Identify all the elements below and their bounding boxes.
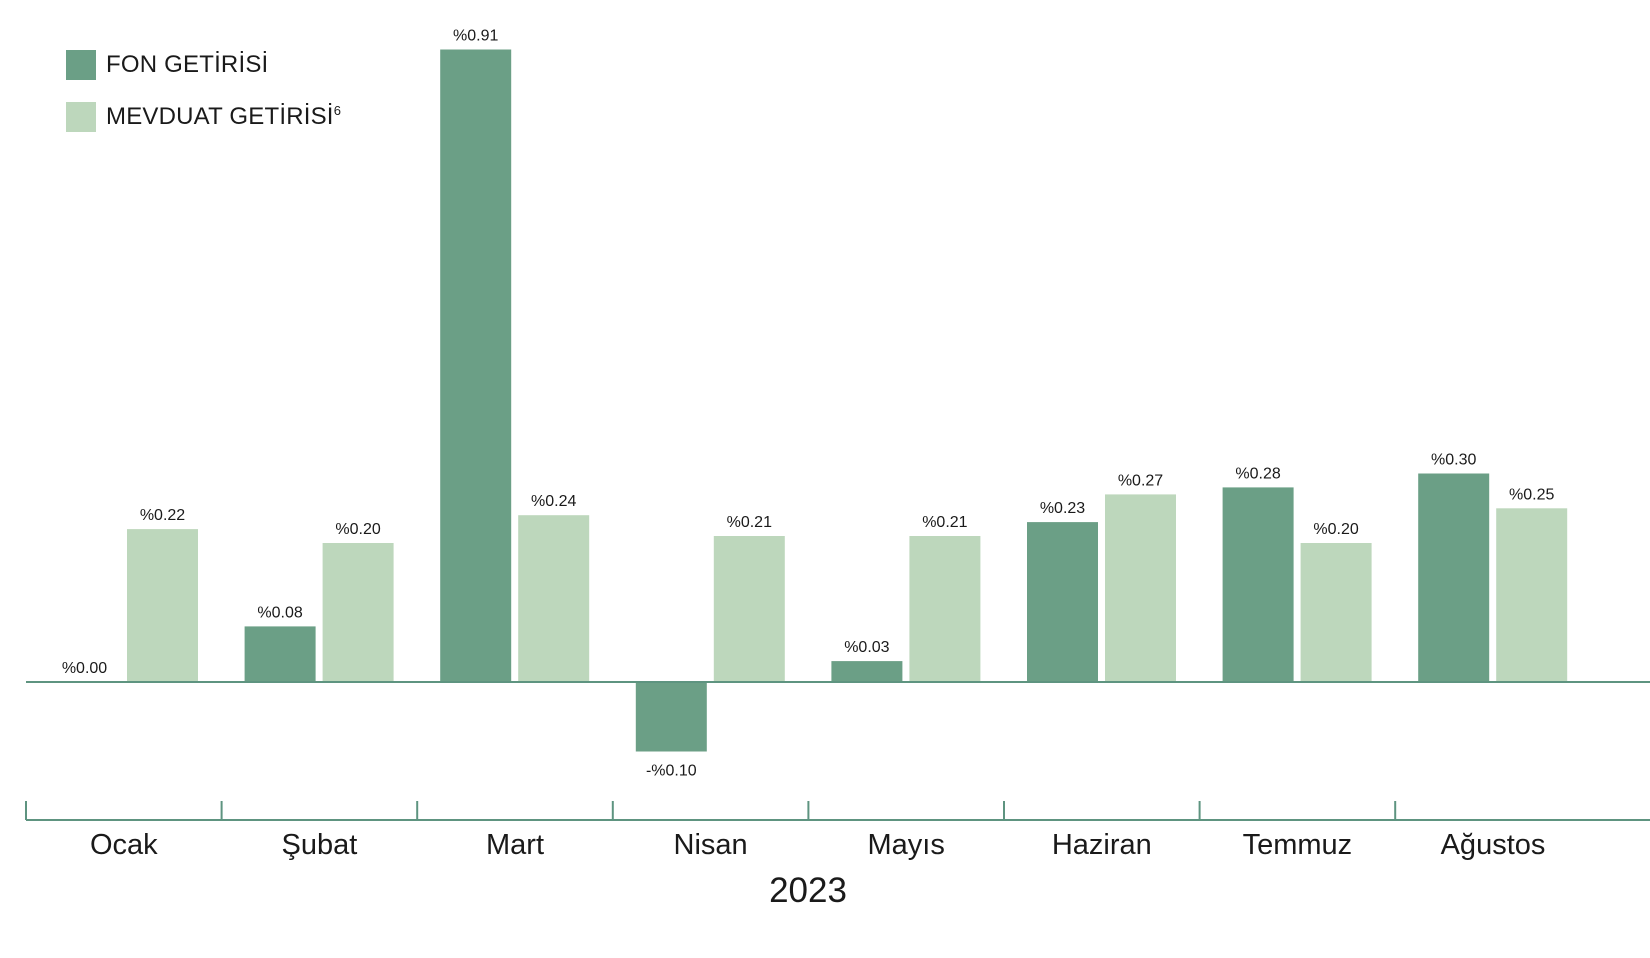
- legend-swatch-mevduat: [66, 102, 96, 132]
- category-label-0: Ocak: [90, 829, 158, 861]
- bar-fon-1: [244, 626, 316, 682]
- bar-mevduat-3: [713, 536, 785, 682]
- data-label-mevduat-7: %0.25: [1509, 486, 1554, 503]
- bar-mevduat-7: [1496, 508, 1568, 683]
- legend-label-fon: FON GETİRİSİ: [106, 51, 269, 78]
- category-label-4: Mayıs: [868, 829, 945, 861]
- category-label-7: Ağustos: [1441, 829, 1546, 861]
- legend-label-mevduat-text: MEVDUAT GETİRİSİ: [106, 103, 334, 130]
- data-label-fon-0: %0.00: [62, 660, 107, 677]
- category-label-6: Temmuz: [1243, 829, 1353, 861]
- bar-fon-4: [831, 661, 903, 682]
- data-label-fon-4: %0.03: [844, 639, 889, 656]
- bar-mevduat-4: [909, 536, 981, 682]
- legend-footnote-marker: 6: [333, 103, 342, 118]
- legend-label-mevduat: MEVDUAT GETİRİSİ6: [106, 103, 341, 131]
- bar-fon-7: [1418, 473, 1490, 682]
- bar-fon-5: [1027, 522, 1098, 682]
- data-label-fon-5: %0.23: [1040, 500, 1085, 517]
- data-label-mevduat-2: %0.24: [531, 493, 576, 510]
- category-label-5: Haziran: [1052, 829, 1152, 861]
- bar-fon-3: [635, 682, 707, 752]
- data-label-mevduat-4: %0.21: [922, 514, 967, 531]
- data-label-mevduat-0: %0.22: [140, 507, 185, 524]
- data-label-mevduat-1: %0.20: [335, 521, 380, 538]
- bar-mevduat-0: [127, 529, 198, 682]
- data-label-mevduat-5: %0.27: [1118, 472, 1163, 489]
- category-label-3: Nisan: [674, 829, 748, 861]
- category-label-2: Mart: [486, 829, 544, 861]
- data-label-fon-1: %0.08: [257, 604, 302, 621]
- legend-item-fon: FON GETİRİSİ: [66, 50, 341, 80]
- data-label-fon-7: %0.30: [1431, 452, 1476, 469]
- data-label-mevduat-3: %0.21: [727, 514, 772, 531]
- bar-mevduat-1: [322, 543, 394, 682]
- category-label-1: Şubat: [282, 829, 358, 861]
- data-label-fon-6: %0.28: [1235, 465, 1280, 482]
- legend-swatch-fon: [66, 50, 96, 80]
- data-label-fon-2: %0.91: [453, 28, 498, 45]
- x-axis-title: 2023: [769, 871, 847, 910]
- bar-mevduat-6: [1300, 543, 1372, 682]
- bar-mevduat-2: [518, 515, 590, 682]
- legend-item-mevduat: MEVDUAT GETİRİSİ6: [66, 102, 341, 132]
- data-label-mevduat-6: %0.20: [1313, 521, 1358, 538]
- bar-fon-2: [440, 49, 512, 682]
- bar-fon-6: [1222, 487, 1294, 682]
- data-label-fon-3: -%0.10: [646, 763, 697, 780]
- legend: FON GETİRİSİ MEVDUAT GETİRİSİ6: [66, 50, 341, 154]
- bar-mevduat-5: [1105, 494, 1176, 683]
